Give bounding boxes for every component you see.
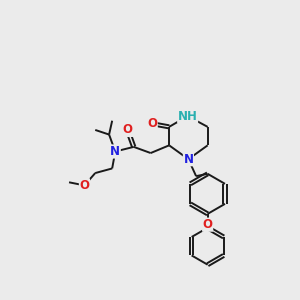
Text: NH: NH bbox=[178, 110, 198, 123]
Text: N: N bbox=[183, 153, 194, 166]
Text: O: O bbox=[147, 117, 157, 130]
Text: O: O bbox=[203, 218, 213, 231]
Text: O: O bbox=[80, 179, 89, 192]
Text: N: N bbox=[110, 145, 120, 158]
Text: O: O bbox=[123, 123, 133, 136]
